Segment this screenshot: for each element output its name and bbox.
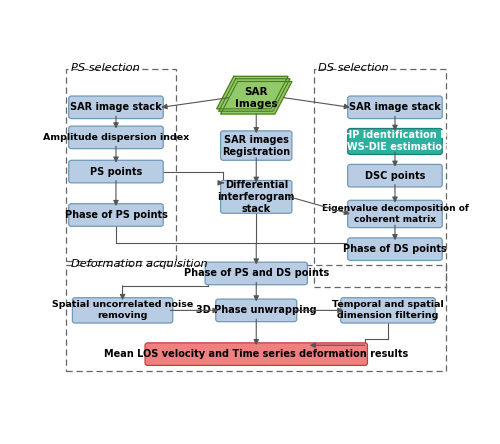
- Text: SAR image stack: SAR image stack: [349, 102, 441, 112]
- Text: Differential
interferogram
stack: Differential interferogram stack: [218, 180, 295, 214]
- FancyBboxPatch shape: [205, 262, 308, 285]
- Text: Eigenvalue decomposition of
coherent matrix: Eigenvalue decomposition of coherent mat…: [322, 204, 468, 224]
- Bar: [66, 265, 446, 371]
- Text: SAR
Images: SAR Images: [235, 87, 278, 108]
- Text: Mean LOS velocity and Time series deformation results: Mean LOS velocity and Time series deform…: [104, 349, 408, 359]
- FancyBboxPatch shape: [340, 298, 436, 323]
- Text: DSC points: DSC points: [365, 170, 425, 181]
- FancyBboxPatch shape: [348, 238, 442, 261]
- Text: Phase of PS and DS points: Phase of PS and DS points: [184, 269, 329, 278]
- Text: Phase of DS points: Phase of DS points: [343, 244, 447, 254]
- Text: Phase of PS points: Phase of PS points: [64, 210, 168, 220]
- Bar: [66, 69, 176, 261]
- Polygon shape: [216, 76, 288, 109]
- FancyBboxPatch shape: [216, 299, 296, 321]
- Text: PS points: PS points: [90, 166, 142, 177]
- Bar: [314, 69, 446, 287]
- FancyBboxPatch shape: [68, 160, 163, 183]
- FancyBboxPatch shape: [348, 164, 442, 187]
- Text: Spatial uncorrelated noise
removing: Spatial uncorrelated noise removing: [52, 301, 193, 320]
- FancyBboxPatch shape: [68, 126, 163, 149]
- Text: SHP identification by
BWS-DIE estimation: SHP identification by BWS-DIE estimation: [336, 131, 454, 152]
- FancyBboxPatch shape: [220, 131, 292, 160]
- Polygon shape: [220, 82, 292, 114]
- FancyBboxPatch shape: [68, 96, 163, 119]
- Text: SAR images
Registration: SAR images Registration: [222, 135, 290, 157]
- FancyBboxPatch shape: [145, 343, 368, 365]
- Text: SAR image stack: SAR image stack: [70, 102, 162, 112]
- Text: Temporal and spatial
dimension filtering: Temporal and spatial dimension filtering: [332, 301, 444, 320]
- Text: 3D Phase unwrapping: 3D Phase unwrapping: [196, 305, 316, 315]
- FancyBboxPatch shape: [348, 200, 442, 228]
- Text: Deformation acquisition: Deformation acquisition: [71, 259, 208, 269]
- Text: PS selection: PS selection: [71, 63, 140, 73]
- FancyBboxPatch shape: [72, 298, 172, 323]
- FancyBboxPatch shape: [348, 128, 442, 155]
- Text: DS selection: DS selection: [318, 63, 389, 73]
- Text: Amplitude dispersion index: Amplitude dispersion index: [43, 133, 189, 142]
- FancyBboxPatch shape: [220, 180, 292, 213]
- FancyBboxPatch shape: [68, 204, 163, 226]
- Polygon shape: [218, 79, 290, 111]
- FancyBboxPatch shape: [348, 96, 442, 119]
